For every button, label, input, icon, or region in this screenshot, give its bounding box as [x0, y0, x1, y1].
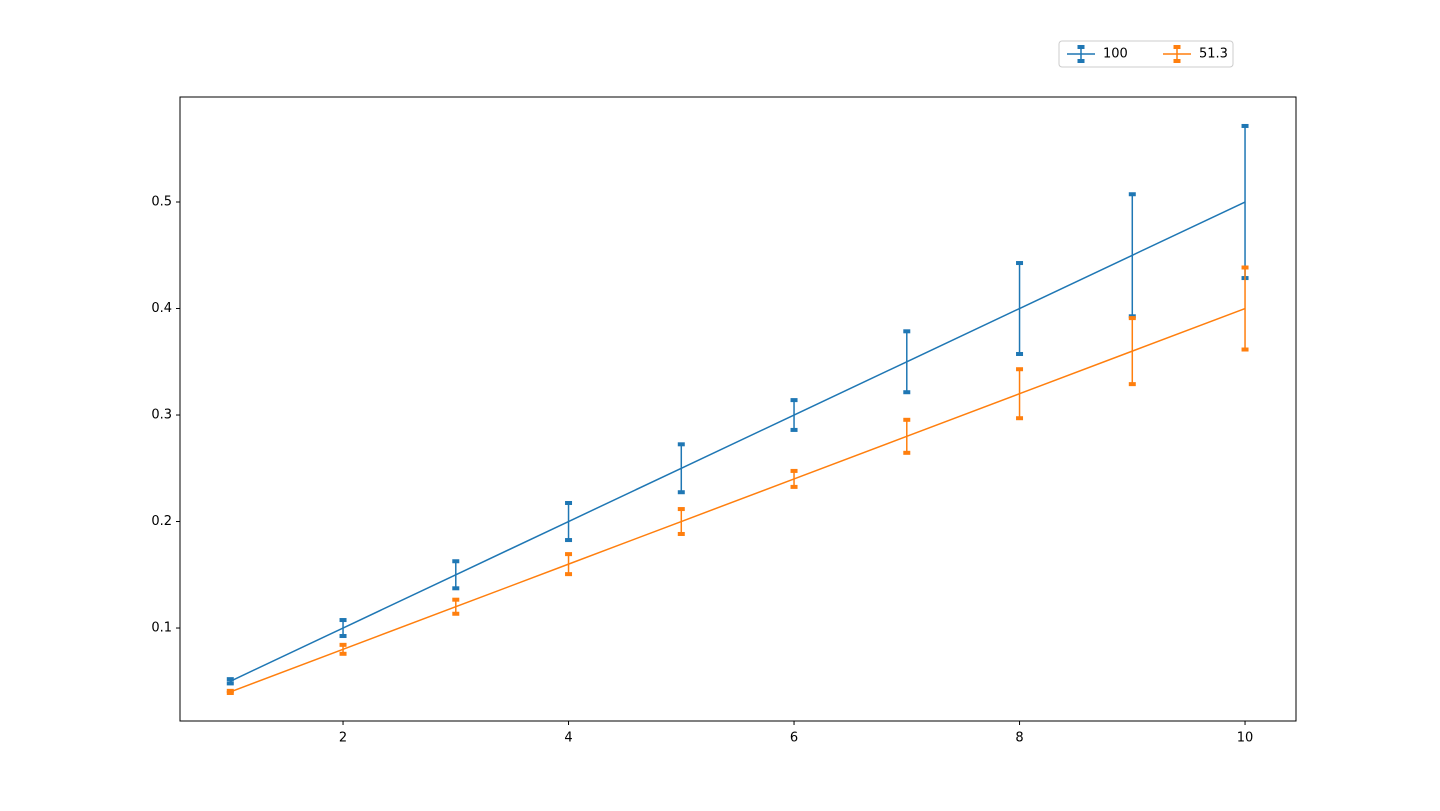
error-bar-cap [565, 538, 573, 543]
error-bar-cap [903, 390, 911, 395]
x-tick-label: 8 [1015, 731, 1023, 746]
error-bar [339, 642, 347, 656]
error-bar [903, 329, 911, 395]
error-bar [452, 559, 460, 591]
error-bar [452, 597, 460, 616]
error-bar [226, 688, 234, 695]
error-bar-cap [1241, 123, 1249, 128]
error-bar-cap [452, 597, 460, 602]
error-bar [790, 398, 798, 432]
error-bar-cap [1128, 316, 1136, 321]
error-bar-cap [677, 531, 685, 536]
error-bar [1016, 367, 1024, 421]
error-bar-cap [903, 417, 911, 422]
plot-frame [179, 96, 1297, 722]
x-tick-label: 4 [564, 731, 572, 746]
error-bar-cap [1016, 351, 1024, 356]
legend-box [1058, 40, 1234, 68]
error-bar-cap [677, 442, 685, 447]
legend-swatch [1173, 45, 1181, 49]
error-bar-cap [1016, 261, 1024, 266]
error-bar [1016, 261, 1024, 356]
x-tick-label: 2 [339, 731, 347, 746]
error-bar [226, 677, 234, 686]
error-bar [565, 500, 573, 543]
error-bar-cap [452, 611, 460, 616]
error-bar-cap [452, 586, 460, 591]
error-bar-cap [226, 681, 234, 686]
y-tick-label: 0.5 [151, 195, 172, 210]
error-bar-cap [339, 642, 347, 647]
error-bar [790, 468, 798, 489]
error-bar-cap [790, 398, 798, 403]
error-bar-cap [565, 500, 573, 505]
error-bar-cap [790, 468, 798, 473]
error-bar [677, 507, 685, 536]
series-line [230, 307, 1246, 693]
legend-swatch [1173, 59, 1181, 63]
error-bar-cap [903, 329, 911, 334]
series-line [229, 201, 1246, 682]
error-bar-cap [903, 450, 911, 455]
error-bar-cap [1241, 265, 1249, 270]
error-bar-cap [1128, 192, 1136, 197]
error-bar [1128, 316, 1136, 387]
error-bar [677, 442, 685, 495]
legend-label: 51.3 [1199, 47, 1228, 62]
error-bar-cap [1241, 347, 1249, 352]
error-bar-cap [452, 559, 460, 564]
error-bar-cap [677, 490, 685, 495]
legend-label: 100 [1103, 47, 1128, 62]
error-bar [339, 618, 347, 639]
error-bar-cap [565, 572, 573, 577]
error-bar-cap [339, 618, 347, 623]
x-tick-label: 10 [1237, 731, 1254, 746]
error-bar-cap [677, 507, 685, 512]
error-bar-cap [226, 688, 234, 693]
error-bar-cap [339, 651, 347, 656]
error-bar [1128, 192, 1136, 319]
legend-swatch [1077, 59, 1085, 63]
error-bar-cap [1016, 367, 1024, 372]
error-bar-cap [226, 690, 234, 695]
error-bar-cap [339, 634, 347, 639]
error-bar-cap [226, 677, 234, 682]
x-tick-label: 6 [790, 731, 798, 746]
error-bar [1241, 265, 1249, 352]
y-tick-label: 0.3 [151, 408, 172, 423]
error-bar [903, 417, 911, 455]
y-tick-label: 0.2 [151, 514, 172, 529]
error-bar-cap [1016, 416, 1024, 421]
y-tick-label: 0.4 [151, 301, 172, 316]
error-bar-cap [565, 552, 573, 557]
error-bar [565, 552, 573, 577]
error-bar [1241, 123, 1249, 281]
legend-swatch [1077, 45, 1085, 49]
error-bar-cap [1128, 382, 1136, 387]
error-bar-cap [790, 484, 798, 489]
y-tick-label: 0.1 [151, 621, 172, 636]
error-bar-cap [790, 427, 798, 432]
